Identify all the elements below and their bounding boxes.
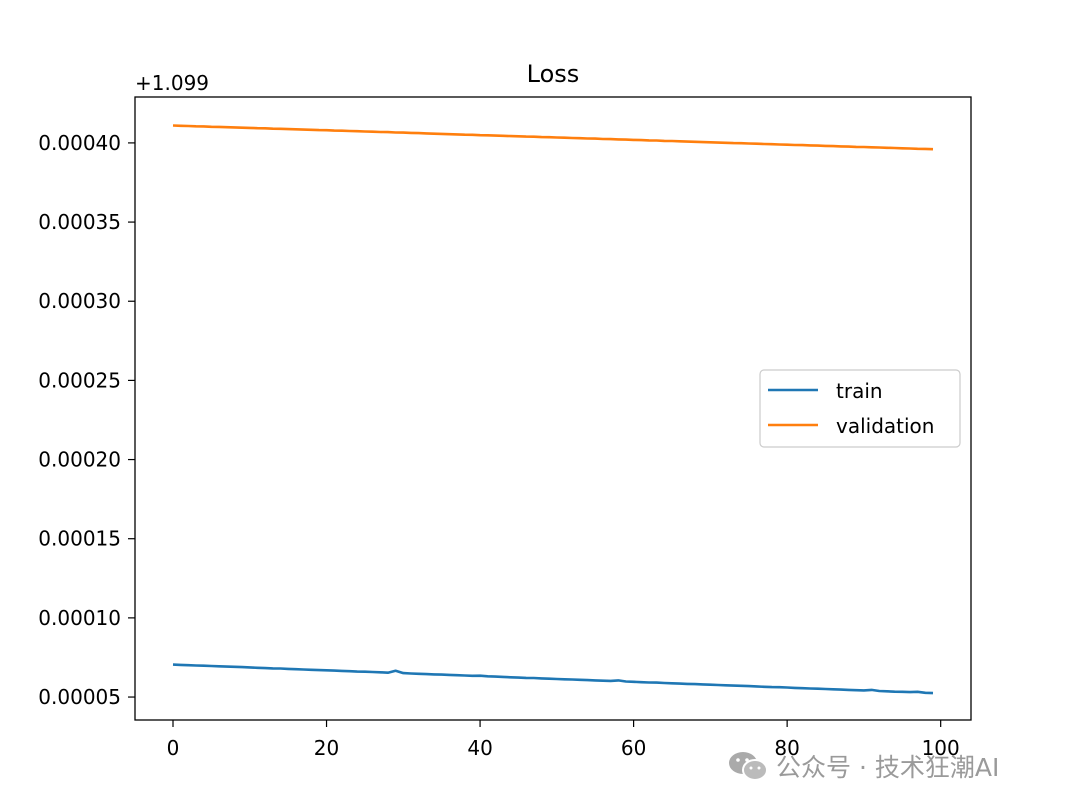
y-tick-label: 0.00035	[38, 210, 121, 234]
chart-title: Loss	[527, 60, 580, 88]
y-tick-label: 0.00040	[38, 131, 121, 155]
series-line-train	[172, 663, 934, 695]
wechat-icon	[729, 752, 768, 781]
watermark-text: 公众号 · 技术狂潮AI	[776, 753, 1000, 782]
legend-label-train: train	[836, 379, 883, 403]
x-tick-label: 0	[167, 736, 180, 760]
y-tick-label: 0.00020	[38, 448, 121, 472]
legend: train validation	[759, 369, 961, 448]
x-tick-label: 100	[922, 736, 960, 760]
y-tick-label: 0.00010	[38, 606, 121, 630]
x-tick-label: 20	[314, 736, 339, 760]
y-tick-label: 0.00005	[38, 685, 121, 709]
plot-frame	[134, 96, 972, 721]
series-line-validation	[172, 124, 934, 151]
legend-label-validation: validation	[836, 414, 934, 438]
y-offset-label: +1.099	[135, 71, 209, 95]
x-tick-label: 60	[621, 736, 646, 760]
y-tick-label: 0.00025	[38, 368, 121, 392]
x-tick-label: 40	[467, 736, 492, 760]
x-tick-label: 80	[774, 736, 799, 760]
y-tick-label: 0.00030	[38, 289, 121, 313]
y-tick-label: 0.00015	[38, 527, 121, 551]
watermark: 公众号 · 技术狂潮AI	[728, 748, 999, 784]
